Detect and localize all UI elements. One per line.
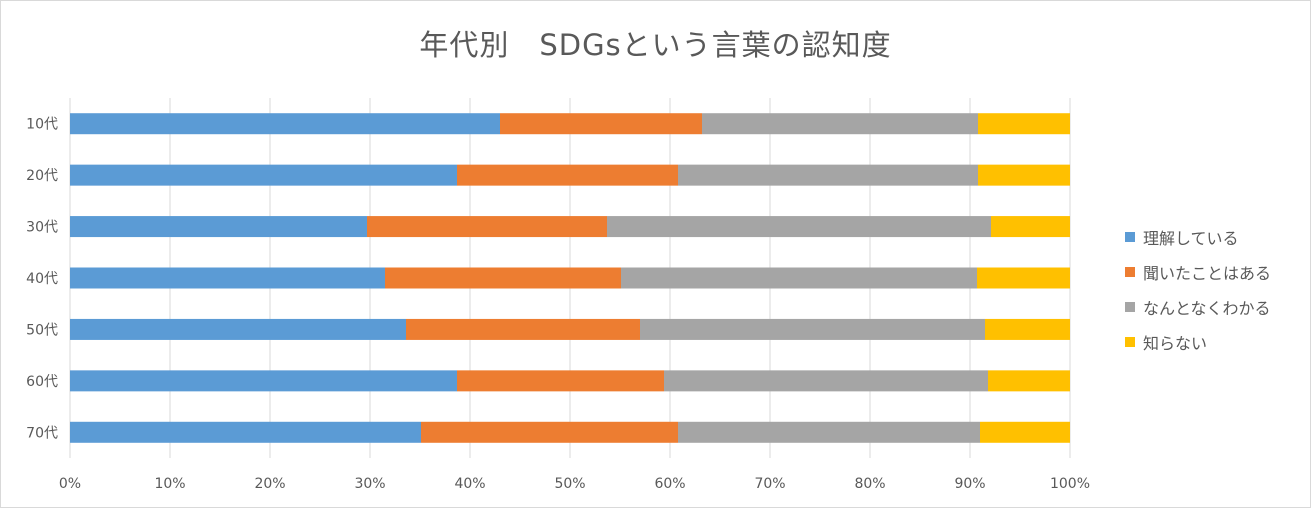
y-category-label: 20代 [26, 168, 58, 184]
legend-label: 知らない [1143, 334, 1208, 353]
x-tick-label: 30% [354, 476, 385, 492]
bar-segment [988, 370, 1070, 392]
bar-segment [621, 267, 977, 289]
bar-segment [607, 216, 991, 238]
bar-segment [406, 318, 640, 340]
bar-segment [978, 164, 1070, 186]
bar-segment [70, 216, 367, 238]
y-category-label: 30代 [26, 220, 58, 236]
legend-swatch [1125, 302, 1135, 312]
x-tick-label: 80% [854, 476, 885, 492]
bar-segment [70, 164, 457, 186]
bar-segment [977, 267, 1070, 289]
bar-segment [678, 421, 980, 443]
legend-swatch [1125, 232, 1135, 242]
legend-swatch [1125, 267, 1135, 277]
bar-segment [70, 370, 457, 392]
y-category-label: 40代 [26, 271, 58, 287]
y-category-label: 70代 [26, 425, 58, 441]
y-category-label: 50代 [26, 322, 58, 338]
x-tick-label: 100% [1050, 476, 1090, 492]
x-tick-label: 60% [654, 476, 685, 492]
x-tick-label: 90% [954, 476, 985, 492]
x-tick-label: 10% [154, 476, 185, 492]
y-category-label: 10代 [26, 117, 58, 133]
legend-item: 聞いたことはある [1125, 259, 1271, 285]
legend-item: 理解している [1125, 224, 1271, 250]
bar-segment [70, 421, 421, 443]
bar-segment [70, 267, 385, 289]
bar-segment [678, 164, 978, 186]
x-tick-label: 40% [454, 476, 485, 492]
chart-title: 年代別 SDGsという言葉の認知度 [419, 28, 892, 62]
legend-item: 知らない [1125, 329, 1271, 355]
legend-swatch [1125, 337, 1135, 347]
x-tick-label: 0% [59, 476, 81, 492]
bar-segment [385, 267, 621, 289]
y-category-label: 60代 [26, 374, 58, 390]
bar-segment [457, 370, 664, 392]
x-tick-label: 20% [254, 476, 285, 492]
bar-segment [367, 216, 607, 238]
bar-segment [985, 318, 1070, 340]
legend-label: なんとなくわかる [1143, 299, 1271, 318]
bar-segment [991, 216, 1070, 238]
legend-label: 理解している [1143, 229, 1239, 248]
legend: 理解している聞いたことはある なんとなくわかる 知らない [1125, 224, 1271, 364]
bar-segment [664, 370, 988, 392]
x-tick-label: 70% [754, 476, 785, 492]
bar-segment [70, 113, 500, 135]
legend-item: なんとなくわかる [1125, 294, 1271, 320]
bar-segment [978, 113, 1070, 135]
legend-label: 聞いたことはある [1143, 264, 1272, 283]
bar-segment [70, 318, 406, 340]
bar-segment [980, 421, 1070, 443]
bar-segment [457, 164, 678, 186]
bar-segment [421, 421, 678, 443]
bar-segment [640, 318, 985, 340]
bar-segment [500, 113, 702, 135]
x-tick-label: 50% [554, 476, 585, 492]
bar-segment [702, 113, 978, 135]
